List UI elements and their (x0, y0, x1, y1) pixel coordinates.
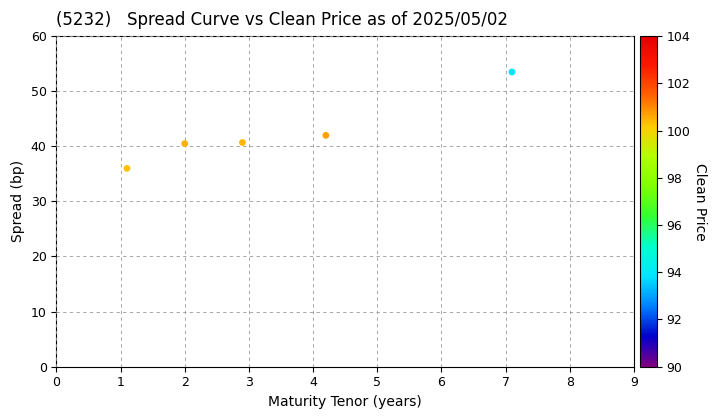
Text: (5232)   Spread Curve vs Clean Price as of 2025/05/02: (5232) Spread Curve vs Clean Price as of… (56, 11, 508, 29)
Point (237, 139, 248, 146)
Point (506, 68, 518, 75)
Y-axis label: Spread (bp): Spread (bp) (11, 160, 25, 242)
Point (121, 165, 132, 172)
Point (320, 132, 332, 139)
Point (179, 140, 191, 147)
X-axis label: Maturity Tenor (years): Maturity Tenor (years) (269, 395, 422, 409)
Y-axis label: Clean Price: Clean Price (693, 163, 707, 240)
